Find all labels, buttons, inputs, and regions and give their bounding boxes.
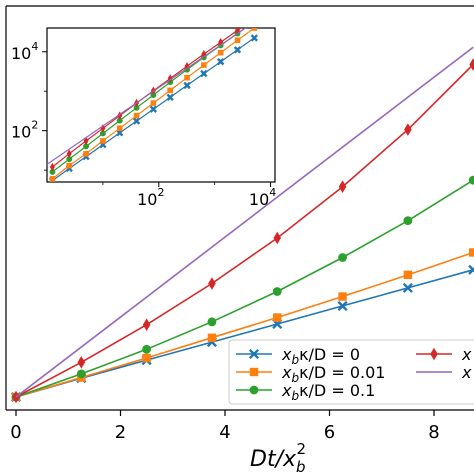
main-series-1-point-7 — [468, 248, 474, 257]
x-tick-label-1: 2 — [115, 422, 126, 443]
inset-series-0-point-6 — [149, 105, 158, 113]
inset-series-0-point-12 — [250, 34, 258, 42]
main-series-1-point-6 — [403, 270, 413, 280]
inset-series-1-point-11 — [234, 37, 241, 44]
inset-series-3-point-9 — [201, 49, 207, 59]
inset-series-1-point-4 — [116, 125, 123, 132]
inset-series-3-point-4 — [117, 111, 123, 120]
main-series-1-point-5 — [338, 292, 347, 301]
inset-series-3-point-10 — [218, 37, 224, 47]
main-series-2-point-1 — [76, 369, 86, 379]
inset-series-1-point-0 — [49, 176, 56, 182]
inset-series-line-4 — [47, 28, 247, 165]
inset-series-1-point-7 — [167, 87, 173, 94]
inset-series-3-point-1 — [66, 149, 72, 158]
inset-series-2-point-2 — [83, 143, 90, 150]
legend-item-0-marker — [248, 348, 260, 360]
inset-series-2-point-0 — [49, 168, 56, 175]
main-series-0-point-7 — [468, 264, 474, 275]
x-axis-title: Dt/xb2 — [250, 440, 306, 474]
inset-series-3-point-11 — [234, 28, 241, 35]
inset-x-tick-label-0: 102 — [137, 186, 164, 209]
inset-series-1-point-2 — [83, 150, 89, 157]
inset-y-tick-label-1: 104 — [11, 40, 38, 63]
inset-series-2-point-12 — [251, 19, 257, 25]
inset-series-1-point-8 — [184, 74, 190, 81]
x-tick-label-3: 6 — [324, 422, 335, 443]
inset-series-2-point-4 — [116, 117, 123, 124]
inset-series-1-point-9 — [201, 62, 207, 68]
main-series-0-point-6 — [402, 282, 413, 293]
inset-series-0-point-8 — [183, 81, 191, 90]
main-series-1-point-3 — [207, 333, 217, 342]
main-series-3-point-4 — [273, 231, 282, 245]
main-series-2-point-4 — [272, 287, 282, 296]
x-tick-label-4: 8 — [428, 422, 439, 443]
x-axis-title-subscript: b — [296, 458, 306, 474]
inset-series-1-point-6 — [150, 100, 157, 106]
main-series-3-point-5 — [338, 180, 347, 193]
main-series-line-4 — [15, 46, 474, 398]
main-xticks-group: 0 2 4 6 8 — [10, 410, 440, 443]
main-series-2-point-3 — [207, 317, 217, 327]
main-series-1-point-4 — [273, 313, 282, 322]
main-series-3-point-7 — [469, 58, 474, 71]
legend-item-0-label: xbκ/D = 0 — [281, 345, 360, 367]
main-axes — [5, 5, 474, 411]
inset-series-3-point-8 — [184, 62, 190, 71]
inset-series-2-point-3 — [99, 130, 106, 137]
main-series-3-point-1 — [77, 356, 86, 369]
main-series-3-point-6 — [404, 123, 412, 136]
inset-series-1-point-5 — [133, 112, 140, 119]
legend-item-2-marker — [249, 385, 259, 395]
x-tick-label-0: 0 — [10, 422, 21, 443]
x-axis-title-superscript: 2 — [297, 440, 307, 458]
inset-series-1-point-10 — [217, 49, 224, 56]
main-series-0-point-5 — [337, 300, 348, 311]
main-series-1-point-2 — [142, 353, 151, 363]
inset-series-0-point-11 — [233, 46, 242, 54]
inset-axes — [46, 27, 276, 183]
inset-series-0-point-9 — [200, 69, 208, 78]
x-tick-label-2: 4 — [219, 422, 230, 443]
inset-series-0-point-5 — [132, 117, 141, 125]
legend-frame — [228, 339, 474, 405]
main-series-line-2 — [15, 179, 474, 398]
main-series-2-point-2 — [142, 344, 152, 354]
inset-series-3-point-12 — [252, 14, 257, 22]
main-series-2-point-5 — [338, 253, 347, 262]
legend-item-3-marker — [430, 347, 438, 361]
inset-x-tick-label-1: 104 — [249, 186, 276, 209]
main-series-2-point-6 — [403, 216, 413, 226]
inset-series-0-point-7 — [166, 93, 174, 101]
inset-series-1-point-12 — [251, 28, 258, 31]
x-axis-title-main: Dt/x — [250, 447, 297, 472]
inset-series-2-point-6 — [150, 92, 157, 98]
inset-series-3-point-7 — [167, 74, 173, 83]
legend-item-2-label: xbκ/D = 0.1 — [281, 381, 375, 403]
inset-series-0-point-10 — [217, 58, 225, 66]
main-series-3-point-2 — [142, 318, 151, 332]
main-series-3-point-3 — [208, 277, 216, 290]
inset-series-1-point-1 — [66, 162, 73, 169]
inset-series-1-point-3 — [100, 138, 106, 144]
legend-item-1-label: xbκ/D = 0.01 — [281, 363, 385, 385]
inset-series-group — [47, 14, 258, 182]
inset-axes-frame — [46, 27, 276, 183]
inset-y-tick-label-0: 102 — [11, 119, 38, 142]
main-series-group — [10, 46, 474, 404]
inset-series-3-point-0 — [49, 162, 55, 172]
inset-series-2-point-5 — [133, 104, 140, 111]
main-series-2-point-7 — [468, 175, 474, 185]
legend-item-4-label: x — [461, 363, 472, 382]
legend-item-3-label: x — [461, 345, 472, 364]
main-series-line-3 — [15, 63, 474, 398]
inset-ticks-group: 102 104 102 104 — [11, 40, 276, 209]
main-series-line-0 — [15, 269, 474, 398]
legend-item-1-marker — [249, 367, 259, 377]
inset-series-2-point-1 — [66, 156, 73, 163]
main-series-line-1 — [15, 251, 474, 398]
